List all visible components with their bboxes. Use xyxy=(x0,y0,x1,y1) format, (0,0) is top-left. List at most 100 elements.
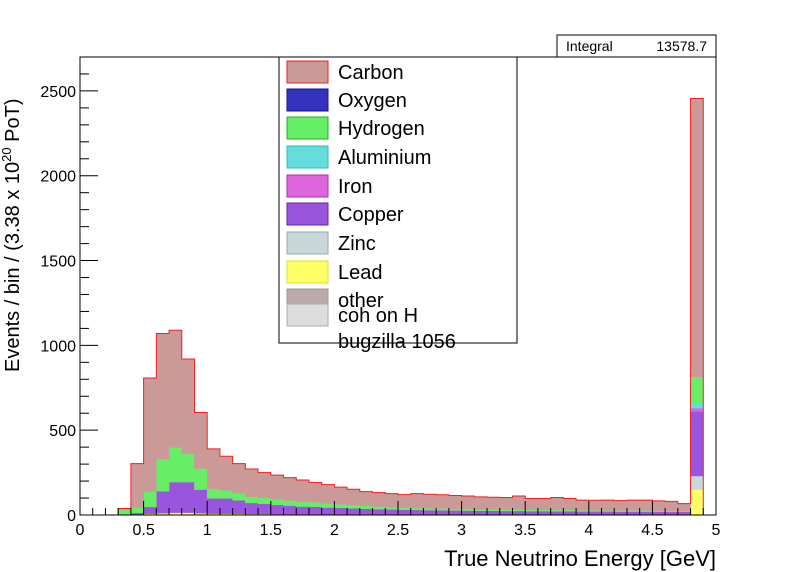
bar-copper xyxy=(410,509,424,515)
y-tick-label: 1000 xyxy=(40,338,76,355)
bar-carbon xyxy=(283,477,297,501)
x-tick-label: 0.5 xyxy=(132,522,154,539)
bar-carbon xyxy=(537,498,551,510)
bar-hydrogen xyxy=(423,507,437,511)
bar-copper xyxy=(652,511,666,515)
bar-hydrogen xyxy=(308,502,322,507)
bar-carbon xyxy=(461,495,475,510)
bar-copper xyxy=(474,510,488,515)
bar-copper xyxy=(435,510,450,515)
bar-carbon xyxy=(626,499,640,511)
bar-lead xyxy=(690,489,704,516)
legend-label-copper: Copper xyxy=(338,204,404,226)
bar-copper xyxy=(257,503,272,515)
x-tick-label: 3 xyxy=(457,522,466,539)
bar-hydrogen xyxy=(397,507,411,511)
bar-hydrogen xyxy=(168,447,183,483)
bar-carbon xyxy=(156,333,170,460)
bar-copper xyxy=(321,507,335,515)
legend-swatch-carbon xyxy=(286,60,329,84)
bar-copper xyxy=(575,511,590,515)
x-tick-label: 4 xyxy=(584,522,593,539)
bar-carbon xyxy=(295,479,310,503)
bar-carbon xyxy=(334,486,348,505)
legend-label-iron: Iron xyxy=(338,176,372,198)
bar-carbon xyxy=(359,491,373,506)
bar-carbon xyxy=(194,412,208,469)
bar-copper xyxy=(677,511,691,515)
bar-carbon xyxy=(677,503,691,512)
bar-hydrogen xyxy=(270,499,284,506)
legend-swatch-copper xyxy=(286,202,329,226)
bar-hydrogen xyxy=(359,505,373,509)
bar-carbon xyxy=(690,98,704,377)
bar-hydrogen xyxy=(156,458,170,492)
x-tick-label: 0 xyxy=(76,522,85,539)
legend-label-zinc: Zinc xyxy=(338,233,376,255)
bar-hydrogen xyxy=(143,491,157,508)
bar-carbon xyxy=(575,499,590,511)
bar-hydrogen xyxy=(257,497,272,505)
bar-hydrogen xyxy=(130,507,144,514)
bar-carbon xyxy=(372,492,386,507)
x-tick-label: 2.5 xyxy=(387,522,409,539)
bar-carbon xyxy=(181,358,195,455)
y-tick-label: 1500 xyxy=(40,254,76,271)
bar-carbon xyxy=(639,499,653,511)
legend-label-bugzilla-1056: bugzilla 1056 xyxy=(338,331,456,353)
bar-copper xyxy=(346,508,361,515)
bar-copper xyxy=(563,511,577,515)
bar-copper xyxy=(372,508,386,515)
bar-copper xyxy=(385,509,399,515)
bar-carbon xyxy=(423,494,437,509)
bar-carbon xyxy=(346,488,361,506)
legend-label-coh-on-h: coh on H xyxy=(338,305,418,327)
axes: 0 0.5 1 1.5 2 2.5 3 3.5 4 4.5 5 0 500 1000 1500 2000 250… xyxy=(40,56,721,539)
x-tick-label: 4.5 xyxy=(641,522,663,539)
bar-copper xyxy=(143,506,157,514)
legend-label-carbon: Carbon xyxy=(338,62,404,84)
bar-carbon xyxy=(588,499,602,511)
bar-carbon xyxy=(524,498,539,510)
x-tick-label: 1.5 xyxy=(260,522,282,539)
bar-carbon xyxy=(143,377,157,492)
x-tick-label: 5 xyxy=(712,522,721,539)
bar-hydrogen xyxy=(334,503,348,509)
bar-carbon xyxy=(397,494,411,508)
bar-carbon xyxy=(130,463,144,508)
legend-label-oxygen: Oxygen xyxy=(338,90,407,112)
bar-copper xyxy=(194,489,208,514)
legend-label-other: other xyxy=(338,290,384,312)
bar-copper xyxy=(219,498,233,514)
bar-copper xyxy=(168,481,183,513)
bar-carbon xyxy=(499,497,513,510)
bar-hydrogen xyxy=(117,509,132,516)
bar-hydrogen xyxy=(194,468,208,490)
bar-copper xyxy=(334,507,348,515)
y-axis-label-exponent: 20 xyxy=(0,147,14,161)
bar-carbon xyxy=(168,330,183,448)
bar-copper xyxy=(613,511,628,515)
bar-hydrogen xyxy=(206,488,221,499)
bar-copper xyxy=(512,510,526,515)
legend-swatch-zinc xyxy=(286,231,329,255)
legend-swatch-lead xyxy=(286,260,329,284)
legend-swatch-iron xyxy=(286,174,329,198)
bar-copper xyxy=(664,511,679,515)
bar-copper xyxy=(626,511,640,515)
y-tick-label: 2000 xyxy=(40,169,76,186)
legend-swatch-hydrogen xyxy=(286,116,329,140)
bar-copper xyxy=(270,504,284,515)
x-axis-label: True Neutrino Energy [GeV] xyxy=(444,546,716,571)
bar-copper xyxy=(690,411,704,477)
x-tick-label: 1 xyxy=(203,522,212,539)
bar-copper xyxy=(588,511,602,515)
bar-carbon xyxy=(652,500,666,512)
y-axis-label: Events / bin / (3.38 x 1020 PoT) xyxy=(0,99,24,373)
legend-swatch-aluminium xyxy=(286,145,329,169)
bar-hydrogen xyxy=(435,508,450,511)
legend-swatch-coh-on-h xyxy=(286,303,329,327)
x-tick-label: 3.5 xyxy=(514,522,536,539)
bar-copper xyxy=(308,506,322,515)
